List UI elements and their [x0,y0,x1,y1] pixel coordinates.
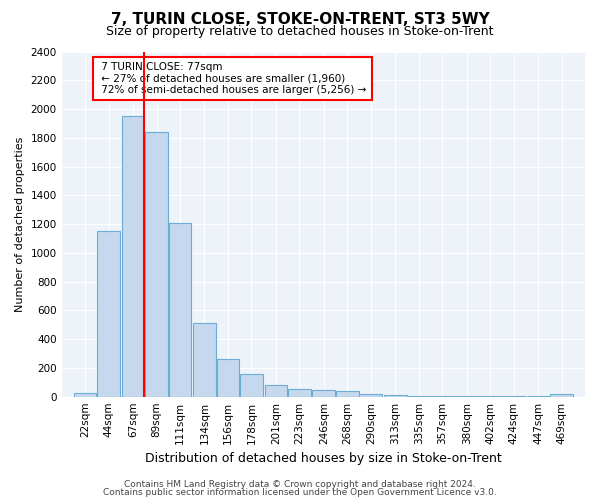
Bar [74,393,97,396]
Text: 7, TURIN CLOSE, STOKE-ON-TRENT, ST3 5WY: 7, TURIN CLOSE, STOKE-ON-TRENT, ST3 5WY [110,12,490,28]
Text: Contains HM Land Registry data © Crown copyright and database right 2024.: Contains HM Land Registry data © Crown c… [124,480,476,489]
Bar [384,394,407,396]
Bar [145,132,168,396]
Bar [265,385,287,396]
Bar [359,394,382,396]
Bar [217,358,239,397]
X-axis label: Distribution of detached houses by size in Stoke-on-Trent: Distribution of detached houses by size … [145,452,502,465]
Text: 7 TURIN CLOSE: 77sqm
 ← 27% of detached houses are smaller (1,960)
 72% of semi-: 7 TURIN CLOSE: 77sqm ← 27% of detached h… [98,62,367,95]
Bar [550,394,573,396]
Bar [288,389,311,396]
Bar [97,232,120,396]
Text: Contains public sector information licensed under the Open Government Licence v3: Contains public sector information licen… [103,488,497,497]
Bar [313,390,335,396]
Y-axis label: Number of detached properties: Number of detached properties [15,136,25,312]
Bar [122,116,145,396]
Bar [240,374,263,396]
Text: Size of property relative to detached houses in Stoke-on-Trent: Size of property relative to detached ho… [106,25,494,38]
Bar [336,391,359,396]
Bar [193,324,216,396]
Bar [169,222,191,396]
